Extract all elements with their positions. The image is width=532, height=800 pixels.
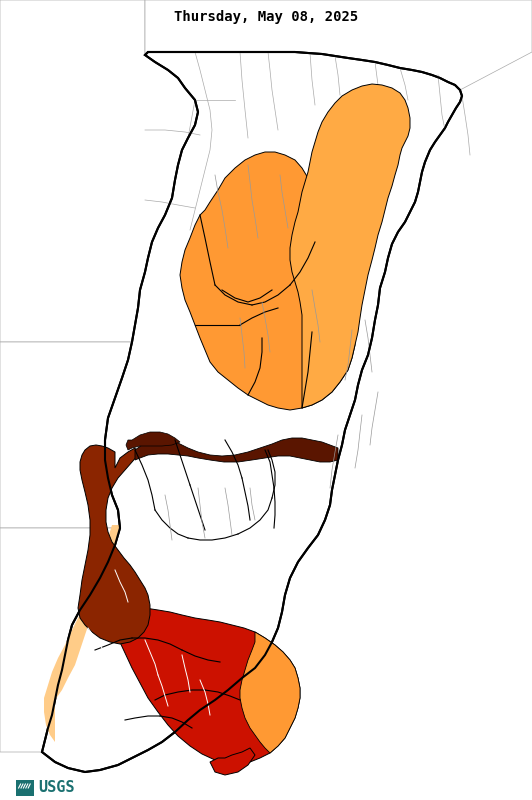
Polygon shape — [126, 432, 180, 450]
Polygon shape — [78, 445, 150, 644]
Bar — [16, 780, 34, 796]
Polygon shape — [135, 438, 338, 462]
Polygon shape — [0, 0, 195, 342]
Polygon shape — [210, 748, 255, 775]
Polygon shape — [0, 342, 132, 528]
Polygon shape — [44, 525, 120, 742]
Polygon shape — [290, 84, 410, 408]
Polygon shape — [240, 632, 300, 753]
Polygon shape — [180, 152, 355, 410]
Polygon shape — [85, 608, 300, 764]
Polygon shape — [145, 0, 532, 90]
Text: USGS: USGS — [38, 781, 74, 795]
Text: Thursday, May 08, 2025: Thursday, May 08, 2025 — [174, 10, 358, 24]
Polygon shape — [0, 528, 120, 752]
Polygon shape — [42, 52, 462, 772]
